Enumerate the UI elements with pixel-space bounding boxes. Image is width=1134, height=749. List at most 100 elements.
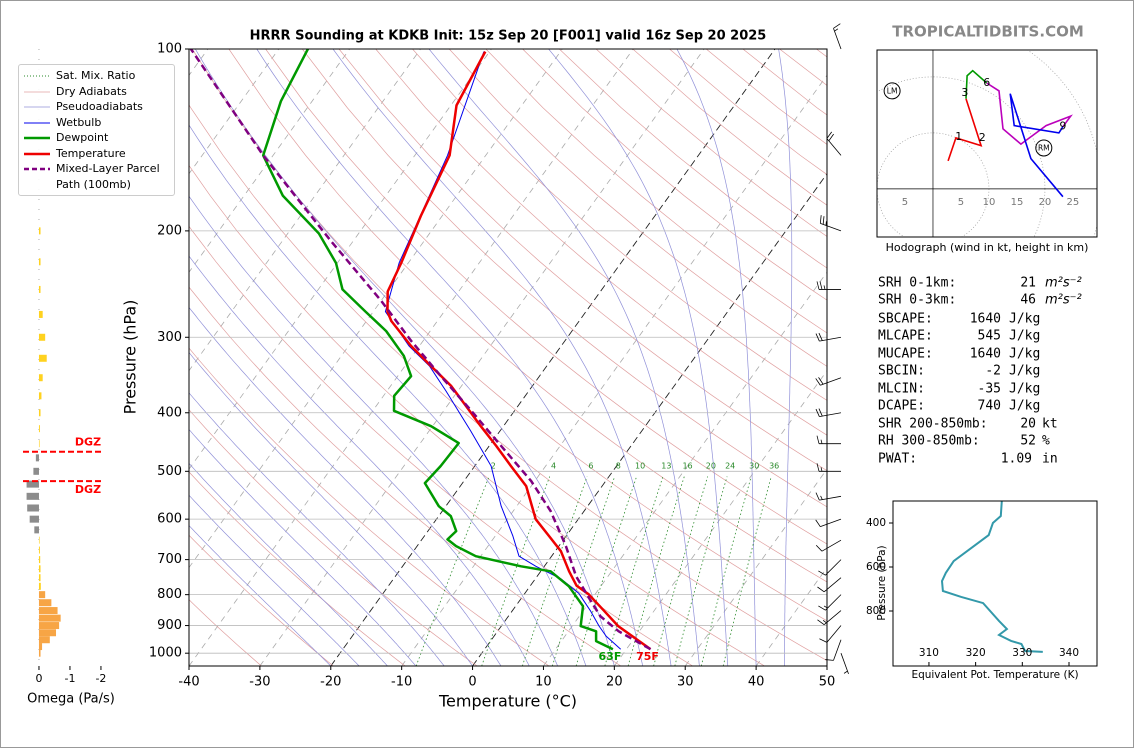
x-tick-label: -30: [249, 675, 270, 690]
stat-value: 1640: [970, 312, 1001, 327]
x-tick-label: 340: [1059, 647, 1079, 659]
stat-unit: in: [1042, 452, 1058, 467]
theta-panel: [942, 501, 1043, 652]
mixing-ratio-line: [675, 477, 727, 667]
barb-segment: [816, 545, 822, 551]
omega-bar: [39, 258, 41, 265]
mixing-ratio-label: 30: [749, 462, 759, 471]
omega-bar: [39, 629, 56, 636]
mixing-ratio-label: 6: [588, 462, 593, 471]
height-label: 9: [1059, 120, 1066, 133]
dry-adiabat: [155, 49, 836, 666]
isotherm: [402, 49, 846, 666]
mixing-ratio-label: 16: [682, 462, 692, 471]
omega-bar: [39, 547, 40, 554]
wind-barb: [817, 436, 841, 444]
wind-barb: [816, 377, 841, 385]
omega-bar: [39, 425, 40, 432]
dgz-label: DGZ: [75, 436, 101, 449]
pseudoadiabat: [145, 49, 586, 666]
stat-label: MUCAPE:: [878, 347, 933, 362]
barb-segment: [820, 519, 841, 527]
mixing-ratio-line: [482, 477, 550, 667]
barb-segment: [816, 493, 819, 501]
hodo-tick-label: 20: [1039, 197, 1052, 208]
legend-swatch: [22, 133, 52, 143]
barb-segment: [821, 467, 822, 471]
omega-bar: [39, 311, 43, 318]
x-tick-label: 0: [35, 672, 42, 685]
y-tick-label: 800: [866, 605, 886, 617]
stat-label: SBCIN:: [878, 364, 925, 379]
omega-x-label: Omega (Pa/s): [27, 692, 115, 707]
legend-item: Dry Adiabats: [22, 84, 172, 100]
omega-bar: [39, 556, 40, 563]
omega-bar: [27, 504, 39, 511]
profile-line: [263, 49, 613, 649]
stat-label: PWAT:: [878, 452, 917, 467]
legend-label: Dewpoint: [56, 130, 108, 146]
barb-segment: [819, 496, 841, 500]
omega-bar: [33, 468, 39, 475]
watermark: TROPICALTIDBITS.COM: [892, 23, 1084, 41]
barb-segment: [827, 139, 841, 156]
omega-bar: [39, 622, 59, 629]
stat-label: SRH 0-1km:: [878, 276, 956, 291]
hodograph-caption: Hodograph (wind in kt, height in km): [886, 241, 1089, 254]
stat-label: MLCIN:: [878, 382, 925, 397]
mixing-ratio-line: [416, 477, 489, 667]
mixing-ratio-line: [654, 477, 708, 667]
legend-swatch: [22, 118, 52, 128]
wind-barb: [816, 540, 841, 551]
y-tick-label: 500: [157, 464, 182, 479]
wind-barb: [825, 640, 841, 661]
legend-item: Pseudoadiabats: [22, 99, 172, 115]
x-tick-label: -10: [391, 675, 412, 690]
omega-bar: [39, 227, 41, 234]
y-tick-label: 400: [157, 405, 182, 420]
y-tick-label: 600: [866, 561, 886, 573]
hodo-tick-label: 25: [1067, 197, 1080, 208]
barb-segment: [820, 378, 841, 386]
y-tick-label: 900: [157, 618, 182, 633]
stat-value: -2: [985, 364, 1001, 379]
barb-segment: [819, 333, 822, 341]
legend-label: Temperature: [56, 146, 126, 162]
mixing-ratio-label: 4: [551, 462, 556, 471]
theta-line: [942, 501, 1043, 652]
omega-bar: [27, 493, 39, 500]
height-label: 1: [955, 130, 962, 143]
x-tick-label: 20: [606, 675, 623, 690]
x-tick-label: -20: [320, 675, 341, 690]
legend-label: Sat. Mix. Ratio: [56, 68, 135, 84]
omega-bar: [39, 409, 41, 416]
legend-label: Pseudoadiabats: [56, 99, 143, 115]
barb-segment: [817, 436, 819, 444]
stat-unit: J/kg: [1009, 399, 1040, 414]
stat-unit: m²s⁻²: [1045, 276, 1082, 291]
stat-label: SBCAPE:: [878, 312, 933, 327]
stat-value: 740: [978, 399, 1001, 414]
x-tick-label: 10: [535, 675, 552, 690]
stat-value: 20: [1020, 417, 1036, 432]
stat-unit: %: [1042, 434, 1050, 449]
legend-swatch: [22, 149, 52, 159]
omega-bar: [39, 583, 41, 590]
surface-label: 63F: [599, 650, 622, 663]
x-tick-label: 320: [966, 647, 986, 659]
surface-label: 75F: [636, 650, 659, 663]
omega-bar: [39, 574, 41, 581]
height-label: 2: [979, 131, 986, 144]
barb-segment: [824, 285, 825, 289]
omega-bar: [39, 615, 61, 622]
stat-value: 1640: [970, 347, 1001, 362]
x-tick-label: 310: [919, 647, 939, 659]
x-tick-label: 330: [1012, 647, 1032, 659]
barb-segment: [821, 440, 822, 444]
stat-label: RH 300-850mb:: [878, 434, 980, 449]
wind-barb: [841, 653, 849, 674]
x-axis-label: Temperature (°C): [438, 692, 577, 711]
mixing-ratio-line: [552, 477, 614, 667]
wind-barb: [817, 463, 841, 471]
stat-value: 52: [1020, 434, 1036, 449]
